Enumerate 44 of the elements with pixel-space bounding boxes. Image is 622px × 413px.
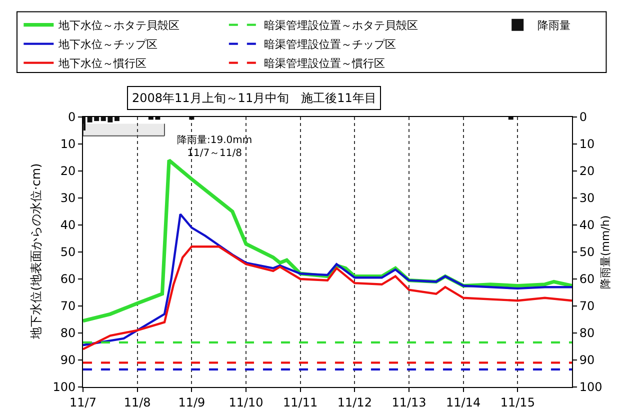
x-tick-label: 11/8 — [124, 395, 151, 410]
y2-tick-label: 40 — [579, 218, 595, 232]
y2-tick-label: 10 — [579, 137, 595, 152]
legend-label: 地下水位～慣行区 — [58, 57, 147, 70]
y2-tick-label: 90 — [579, 353, 595, 368]
y-axis-title: 地下水位(地表面からの水位·cm) — [28, 163, 43, 340]
x-tick-label: 11/12 — [337, 395, 372, 410]
x-tick-label: 11/13 — [392, 395, 426, 410]
line-series — [83, 213, 572, 346]
y2-tick-label: 30 — [579, 191, 595, 206]
y2-tick-label: 20 — [579, 164, 595, 178]
y-tick-label: 10 — [60, 137, 76, 152]
y2-tick-label: 80 — [579, 326, 595, 340]
y2-tick-label: 50 — [579, 245, 595, 260]
y-tick-label: 40 — [60, 218, 76, 232]
legend-label: 暗渠管埋設位置～慣行区 — [264, 57, 385, 70]
y-tick-label: 20 — [60, 164, 76, 178]
x-tick-label: 11/14 — [446, 395, 481, 410]
x-tick-label: 11/9 — [178, 395, 206, 410]
y-tick-label: 60 — [60, 272, 76, 286]
y-tick-label: 70 — [60, 299, 76, 314]
line-series — [83, 246, 572, 350]
legend-label: 暗渠管埋設位置～ホタテ貝殻区 — [264, 19, 418, 32]
y-tick-label: 90 — [60, 353, 76, 368]
y-tick-label: 0 — [68, 110, 76, 124]
x-tick-label: 11/11 — [283, 395, 318, 410]
y-tick-label: 100 — [52, 380, 76, 394]
y2-tick-label: 0 — [579, 110, 588, 124]
y-tick-label: 50 — [60, 245, 76, 260]
chart-title: 2008年11月上旬～11月中旬 施工後11年目 — [132, 91, 376, 105]
y2-tick-label: 100 — [579, 380, 602, 394]
x-tick-label: 11/15 — [500, 395, 535, 410]
y-tick-label: 80 — [60, 326, 76, 340]
legend-label: 地下水位～ホタテ貝殻区 — [58, 19, 180, 32]
legend-label: 降雨量 — [538, 19, 571, 32]
y2-tick-label: 70 — [579, 299, 595, 314]
legend-label: 地下水位～チップ区 — [58, 38, 158, 52]
x-tick-label: 11/10 — [228, 395, 264, 410]
band-label: 降雨量:19.0mm 11/7～11/8 — [177, 134, 252, 159]
y2-axis-title: 降雨量(mm/h) — [599, 215, 612, 290]
x-tick-label: 11/7 — [70, 395, 96, 410]
y2-tick-label: 60 — [579, 272, 595, 286]
y-tick-label: 30 — [60, 191, 76, 206]
legend-label: 暗渠管埋設位置～チップ区 — [264, 38, 396, 52]
